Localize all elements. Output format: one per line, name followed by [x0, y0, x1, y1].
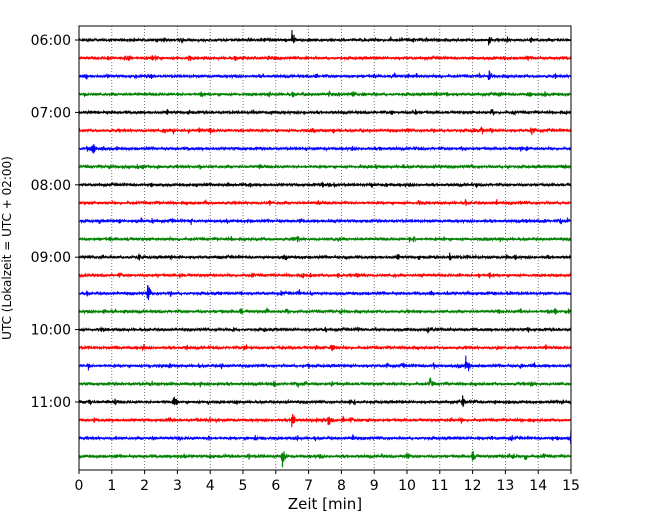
- seismic-trace: [78, 108, 572, 116]
- seismic-trace: [78, 30, 572, 46]
- x-tick-label: 1: [107, 478, 116, 494]
- traces-group: [78, 30, 572, 468]
- x-tick-label: 13: [496, 478, 514, 494]
- seismic-trace: [78, 326, 572, 334]
- x-tick-label: 8: [337, 478, 346, 494]
- plot-frame: [78, 25, 572, 471]
- seismic-trace: [78, 126, 572, 136]
- seismic-trace: [78, 450, 572, 468]
- seismic-trace: [78, 355, 572, 372]
- x-tick-label: 14: [529, 478, 547, 494]
- x-tick-label: 2: [140, 478, 149, 494]
- seismic-trace: [78, 271, 572, 279]
- y-tick-label: 07:00: [31, 105, 71, 121]
- seismic-trace: [78, 217, 572, 225]
- x-tick-label: 9: [370, 478, 379, 494]
- y-tick-label: 09:00: [31, 250, 71, 266]
- y-tick-label: 08:00: [31, 178, 71, 194]
- seismic-trace: [78, 163, 572, 171]
- x-tick-label: 6: [271, 478, 280, 494]
- seismic-trace: [78, 413, 572, 428]
- seismic-trace: [78, 377, 572, 388]
- seismic-trace: [78, 90, 572, 98]
- x-tick-label: 5: [239, 478, 248, 494]
- x-tick-label: 12: [464, 478, 482, 494]
- x-tick-label: 4: [206, 478, 215, 494]
- seismic-trace: [78, 198, 572, 207]
- seismic-trace: [78, 235, 572, 243]
- seismic-trace: [78, 144, 572, 154]
- seismic-trace: [78, 429, 572, 444]
- grid-lines: [111, 26, 539, 470]
- seismic-trace: [78, 54, 572, 62]
- y-tick-label: 10:00: [31, 323, 71, 339]
- y-tick-label: 06:00: [31, 33, 71, 49]
- x-tick-label: 15: [562, 478, 580, 494]
- seismic-trace: [78, 70, 572, 81]
- seismic-trace: [78, 395, 572, 408]
- y-axis-ticks: 06:00 07:00 08:00 09:00 10:00 11:00: [31, 33, 79, 411]
- y-tick-label: 11:00: [31, 395, 71, 411]
- x-axis-ticks: 0 1 2 3 4 5 6 7 8 9 10 11 12 13 14 15: [75, 470, 580, 494]
- seismic-trace: [78, 252, 572, 261]
- seismic-trace: [78, 307, 572, 315]
- seismic-trace: [78, 344, 572, 352]
- y-axis-label: UTC (Lokalzeit = UTC + 02:00): [0, 156, 14, 340]
- x-tick-label: 11: [431, 478, 449, 494]
- x-axis-label: Zeit [min]: [288, 495, 362, 513]
- seismic-trace: [78, 285, 572, 301]
- plot-area: [79, 26, 571, 470]
- x-tick-label: 3: [173, 478, 182, 494]
- seismic-trace: [78, 181, 572, 189]
- x-tick-label: 10: [398, 478, 416, 494]
- x-tick-label: 7: [304, 478, 313, 494]
- x-tick-label: 0: [75, 478, 84, 494]
